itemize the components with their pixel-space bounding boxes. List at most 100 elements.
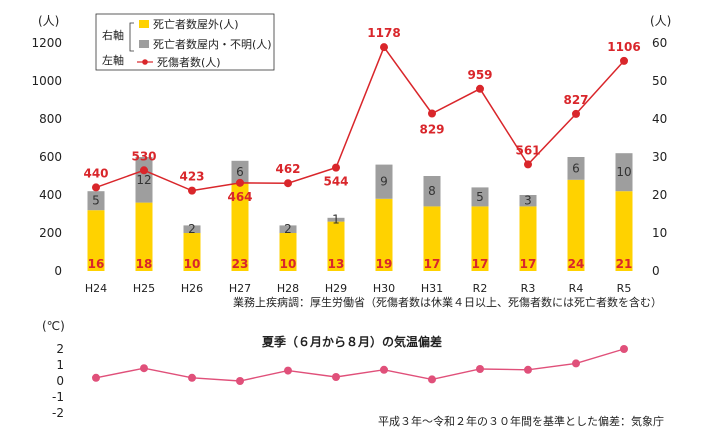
left-tick-label: 200 (39, 226, 62, 240)
bar-outdoor-label: 17 (424, 257, 441, 271)
category-label: H24 (85, 282, 107, 295)
bar-indoor (375, 164, 393, 199)
left-axis-unit: (人) (38, 14, 59, 28)
right-tick-label: 40 (652, 112, 667, 126)
category-label: H25 (133, 282, 155, 295)
bottom-chart-title: 夏季（６月から８月）の気温偏差 (262, 334, 442, 349)
right-tick-label: 0 (652, 264, 660, 278)
category-label: R2 (473, 282, 488, 295)
temperature-point (572, 359, 580, 368)
legend-swatch-outdoor (139, 20, 149, 28)
temperature-point (476, 365, 484, 373)
category-label: H30 (373, 282, 395, 295)
category-label: H28 (277, 282, 299, 295)
casualties-label: 1178 (367, 26, 400, 40)
bar-outdoor-label: 21 (616, 257, 633, 271)
bar-series (87, 153, 633, 271)
legend-left-axis-label: 左軸 (102, 53, 124, 67)
bottom-source-note: 平成３年〜令和２年の３０年間を基準とした偏差：気象庁 (378, 414, 664, 428)
casualties-label: 544 (323, 175, 348, 189)
legend-swatch-indoor (139, 40, 149, 48)
legend-box (95, 13, 275, 71)
casualties-point (236, 178, 244, 187)
bar-outdoor-label: 23 (232, 257, 249, 271)
bar-outdoor-label: 24 (568, 257, 585, 271)
casualties-point (92, 183, 100, 192)
legend-item-indoor: 死亡者数屋内・不明(人) (153, 37, 272, 51)
bar-outdoor (87, 210, 105, 271)
bottom-tick-label: -2 (52, 406, 64, 420)
bottom-tick-label: 0 (56, 374, 64, 388)
category-label: H26 (181, 282, 203, 295)
bar-indoor-label: 6 (236, 165, 244, 179)
bottom-tick-label: 2 (56, 342, 64, 356)
casualties-label: 959 (467, 68, 492, 82)
category-label: R5 (617, 282, 632, 295)
temperature-point (284, 366, 292, 375)
casualties-point (524, 160, 532, 169)
bar-outdoor-label: 19 (376, 257, 393, 271)
casualties-label: 829 (419, 122, 444, 136)
temperature-point (380, 365, 388, 374)
left-tick-label: 0 (54, 264, 62, 278)
bar-outdoor (279, 233, 297, 271)
bar-outdoor-label: 17 (520, 257, 537, 271)
bar-indoor (471, 187, 489, 207)
temperature-point (140, 364, 148, 373)
casualties-label: 462 (275, 162, 300, 176)
bar-indoor-label: 8 (428, 184, 436, 198)
right-tick-label: 60 (652, 36, 667, 50)
bar-indoor (87, 191, 105, 211)
right-tick-label: 20 (652, 188, 667, 202)
bar-outdoor-label: 16 (88, 257, 105, 271)
casualties-line: 440 530 423 464 462 544 1178 829 959 561 827 1106 (83, 26, 640, 204)
category-label: R4 (569, 282, 584, 295)
bar-indoor (423, 176, 441, 207)
temperature-point (92, 373, 100, 382)
left-tick-label: 600 (39, 150, 62, 164)
legend-item-casualties: 死傷者数(人) (157, 55, 221, 69)
bar-outdoor (135, 202, 153, 271)
casualties-point (572, 109, 580, 118)
bar-outdoor-label: 13 (328, 257, 345, 271)
temperature-point (236, 377, 244, 385)
bar-indoor (279, 225, 297, 233)
legend-right-axis-label: 右軸 (102, 28, 124, 42)
right-tick-label: 50 (652, 74, 667, 88)
bar-indoor-label: 5 (92, 194, 100, 208)
temperature-point (332, 373, 340, 381)
bar-indoor-label: 3 (524, 194, 532, 208)
bar-indoor-label: 9 (380, 175, 388, 189)
casualties-label: 464 (227, 190, 252, 204)
casualties-label: 561 (515, 143, 540, 157)
bar-indoor-label: 6 (572, 161, 580, 175)
casualties-label: 440 (83, 166, 108, 180)
casualties-point (188, 186, 196, 195)
category-label: H31 (421, 282, 443, 295)
legend: 右軸 左軸 死亡者数屋外(人) 死亡者数屋内・不明(人) 死傷者数(人) (95, 13, 275, 71)
casualties-polyline (95, 45, 625, 192)
casualties-point (284, 179, 292, 188)
bar-outdoor-label: 10 (184, 257, 201, 271)
category-label: R3 (521, 282, 536, 295)
right-tick-label: 10 (652, 226, 667, 240)
bar-outdoor (615, 191, 633, 271)
casualties-label: 827 (563, 93, 588, 107)
bottom-axis-ticks: 2 1 0 -1 -2 (52, 342, 64, 420)
right-axis-ticks: 0 10 20 30 40 50 60 (652, 36, 667, 278)
bar-indoor (135, 157, 153, 203)
left-tick-label: 1200 (31, 36, 62, 50)
legend-bracket (129, 22, 134, 52)
casualties-point (428, 109, 436, 118)
temperature-polyline (95, 348, 625, 382)
right-tick-label: 30 (652, 150, 667, 164)
category-label: H27 (229, 282, 251, 295)
bar-indoor-label: 1 (332, 213, 340, 227)
casualties-point (140, 166, 148, 175)
bottom-tick-label: -1 (52, 390, 64, 404)
temperature-point (428, 375, 436, 384)
bar-outdoor (567, 179, 585, 271)
bar-indoor (567, 157, 585, 180)
bar-indoor-label: 2 (188, 222, 196, 236)
bar-labels: 16 5 18 12 10 2 23 6 10 2 13 1 19 9 17 8 17 5 17 3 24 6 21 10 (88, 161, 633, 271)
